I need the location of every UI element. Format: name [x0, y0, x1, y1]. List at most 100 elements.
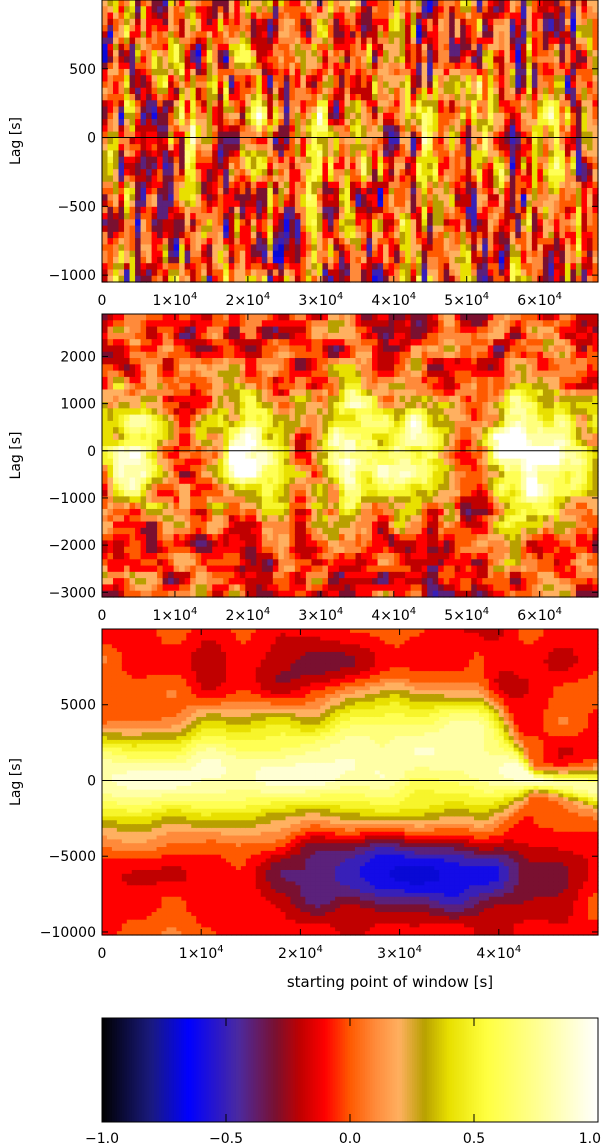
heatmap-cell: [476, 137, 483, 145]
heatmap-cell: [267, 94, 274, 101]
heatmap-cell: [498, 231, 505, 239]
heatmap-cell: [509, 213, 516, 220]
heatmap-cell: [449, 125, 456, 133]
heatmap-cell: [289, 12, 296, 20]
heatmap-cell: [305, 94, 313, 101]
heatmap-cell: [564, 162, 572, 170]
heatmap-cell: [526, 18, 533, 26]
heatmap-cell: [223, 250, 230, 258]
heatmap-cell: [509, 125, 516, 133]
heatmap-cell: [184, 534, 191, 541]
heatmap-cell: [162, 402, 169, 409]
heatmap-cell: [190, 565, 197, 573]
heatmap-cell: [377, 206, 384, 214]
heatmap-cell: [586, 188, 594, 195]
heatmap-cell: [333, 200, 340, 208]
heatmap-cell: [471, 100, 478, 108]
heatmap-cell: [146, 571, 153, 579]
heatmap-cell: [146, 540, 153, 548]
heatmap-cell: [151, 50, 158, 57]
heatmap-cell: [195, 43, 202, 51]
heatmap-cell: [377, 219, 384, 227]
heatmap-cell: [102, 590, 109, 598]
heatmap-cell: [294, 244, 301, 252]
heatmap-cell: [427, 106, 434, 114]
heatmap-cell: [162, 94, 169, 101]
heatmap-cell: [179, 269, 186, 277]
heatmap-cell: [366, 244, 373, 252]
heatmap-cell: [129, 578, 136, 586]
heatmap-cell: [581, 144, 588, 151]
heatmap-cell: [366, 137, 373, 145]
heatmap-cell: [206, 200, 213, 208]
heatmap-cell: [162, 43, 169, 51]
heatmap-cell: [118, 50, 125, 57]
heatmap-cell: [256, 175, 263, 183]
heatmap-cell: [223, 150, 230, 158]
heatmap-cell: [146, 414, 153, 422]
heatmap-cell: [586, 12, 594, 20]
heatmap-cell: [289, 219, 296, 227]
heatmap-cell: [443, 68, 450, 76]
heatmap-cell: [118, 37, 125, 45]
heatmap-cell: [449, 18, 456, 26]
heatmap-cell: [256, 213, 263, 220]
heatmap-cell: [338, 219, 346, 227]
heatmap-cell: [146, 144, 153, 151]
heatmap-cell: [256, 12, 263, 20]
heatmap-cell: [586, 87, 594, 95]
heatmap-cell: [157, 6, 164, 14]
heatmap-cell: [515, 169, 522, 177]
heatmap-cell: [184, 181, 191, 189]
heatmap-cell: [350, 100, 357, 108]
heatmap-cell: [223, 43, 230, 51]
heatmap-cell: [327, 18, 335, 26]
heatmap-cell: [223, 263, 230, 271]
heatmap-cell: [289, 156, 296, 164]
heatmap-cell: [217, 188, 224, 195]
heatmap-cell: [146, 188, 153, 195]
heatmap-cell: [179, 31, 186, 39]
heatmap-cell: [520, 181, 527, 189]
heatmap-cell: [195, 250, 202, 258]
heatmap-cell: [228, 43, 235, 51]
heatmap-cell: [316, 56, 324, 64]
heatmap-cell: [173, 565, 180, 573]
heatmap-cell: [124, 571, 131, 579]
heatmap-cell: [592, 200, 599, 208]
heatmap-cell: [372, 100, 379, 108]
heatmap-cell: [372, 6, 379, 14]
heatmap-cell: [168, 0, 175, 7]
heatmap-cell: [553, 137, 561, 145]
heatmap-cell: [228, 231, 235, 239]
heatmap-cell: [542, 156, 549, 164]
heatmap-cell: [102, 471, 109, 479]
heatmap-cell: [405, 25, 412, 32]
heatmap-cell: [432, 68, 439, 76]
heatmap-cell: [184, 376, 191, 384]
heatmap-cell: [168, 389, 175, 397]
heatmap-cell: [168, 219, 175, 227]
heatmap-cell: [124, 389, 131, 397]
heatmap-cell: [498, 18, 505, 26]
heatmap-cell: [278, 100, 285, 108]
heatmap-cell: [487, 0, 494, 7]
heatmap-cell: [394, 125, 401, 133]
heatmap-cell: [454, 250, 461, 258]
heatmap-cell: [498, 68, 505, 76]
heatmap-cell: [140, 125, 147, 133]
heatmap-cell: [140, 446, 147, 453]
heatmap-cell: [460, 100, 467, 108]
heatmap-cell: [256, 81, 263, 89]
heatmap-cell: [366, 275, 373, 283]
heatmap-cell: [129, 490, 136, 497]
heatmap-cell: [338, 169, 346, 177]
heatmap-cell: [118, 546, 125, 554]
heatmap-cell: [217, 37, 224, 45]
heatmap-cell: [195, 458, 202, 466]
heatmap-cell: [201, 515, 208, 523]
heatmap-cell: [553, 181, 561, 189]
heatmap-cell: [223, 219, 230, 227]
heatmap-cell: [316, 162, 324, 170]
heatmap-cell: [559, 87, 566, 95]
